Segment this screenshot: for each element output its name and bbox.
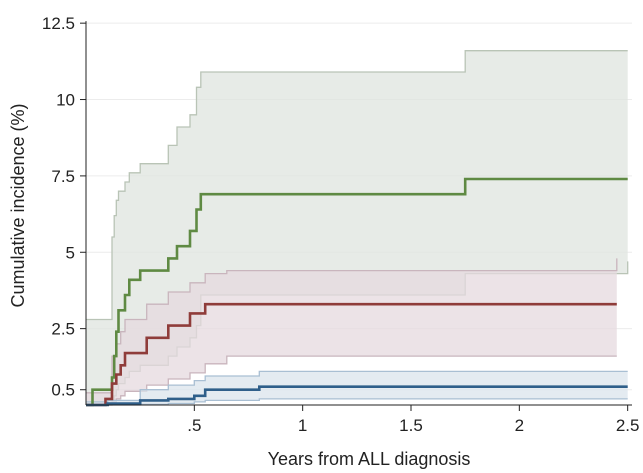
incidence-line-1 [86,177,628,407]
axis-ticks: 0.5 2.5 5 7.5 10 12.5 .5 1 1.5 2 2.5 [42,14,640,435]
axes [85,21,632,406]
y-tick-label: 0.5 [51,381,75,400]
y-tick-label: 5 [66,243,75,262]
y-tick-label: 10 [56,91,75,110]
confidence-band-1 [86,50,628,405]
x-tick-label: 1 [298,416,307,435]
y-axis-title: Cumulative incidence (%) [8,103,28,307]
incidence-line-2 [86,302,617,407]
x-tick-label: .5 [187,416,201,435]
x-tick-label: 2 [515,416,524,435]
band-upper-edge-3 [86,370,628,403]
confidence-band-2 [86,258,617,405]
incidence-lines [86,177,628,407]
x-tick-label: 2.5 [616,416,640,435]
y-tick-label: 12.5 [42,14,75,33]
incidence-line-3 [86,385,628,407]
band-upper-edge-1 [86,50,628,321]
y-tick-label: 7.5 [51,167,75,186]
x-tick-label: 1.5 [399,416,423,435]
y-tick-label: 2.5 [51,320,75,339]
x-axis-title: Years from ALL diagnosis [268,449,471,469]
confidence-bands [86,50,629,406]
confidence-band-3 [86,371,628,405]
